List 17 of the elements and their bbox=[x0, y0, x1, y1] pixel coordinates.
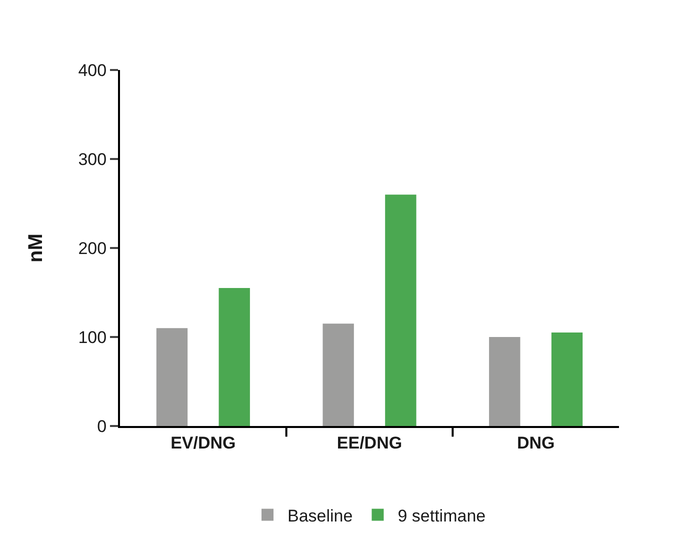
legend-label: 9 settimane bbox=[398, 506, 486, 526]
bar bbox=[551, 332, 583, 426]
y-tick-label: 100 bbox=[78, 328, 107, 347]
x-tick-label: EV/DNG bbox=[170, 433, 236, 452]
bar bbox=[385, 194, 416, 426]
y-tick-label: 0 bbox=[97, 416, 107, 436]
y-axis-title: nM bbox=[25, 234, 48, 262]
x-tick-label: EE/DNG bbox=[336, 433, 402, 452]
bar bbox=[218, 288, 250, 426]
bar bbox=[489, 337, 520, 426]
x-tick-label: DNG bbox=[516, 433, 555, 452]
y-tick-label: 400 bbox=[78, 60, 107, 80]
y-tick-label: 200 bbox=[78, 238, 107, 258]
legend-label: Baseline bbox=[288, 506, 353, 526]
y-tick-label: 300 bbox=[78, 150, 107, 169]
bar bbox=[322, 324, 354, 426]
bar bbox=[156, 328, 188, 426]
